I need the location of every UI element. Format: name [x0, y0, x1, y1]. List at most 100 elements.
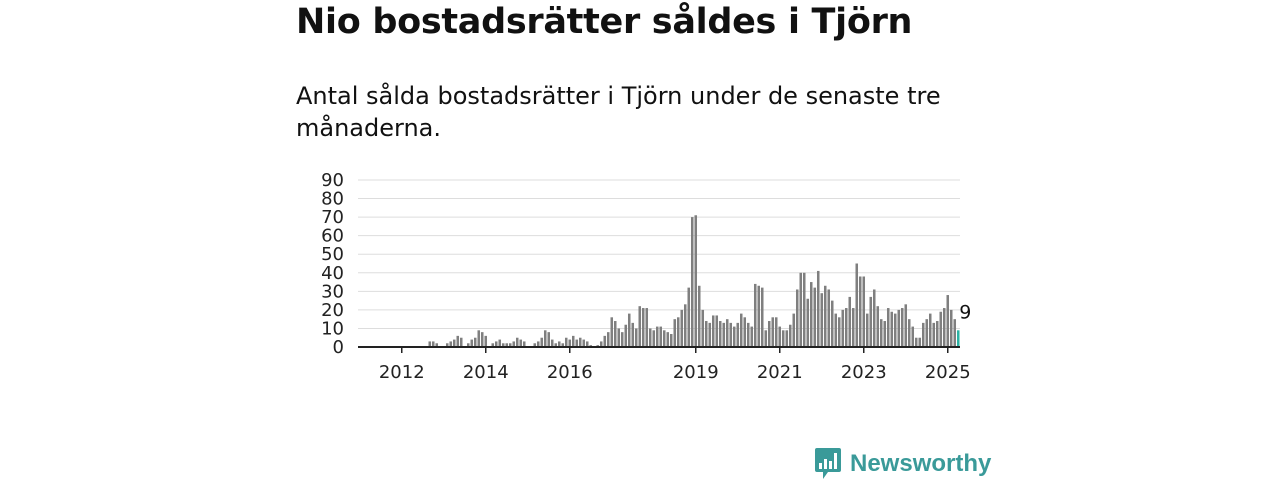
bar [823, 285, 827, 347]
bar [921, 322, 925, 347]
bar [452, 339, 456, 347]
bar [512, 341, 516, 347]
bar [785, 330, 789, 347]
bar [795, 289, 799, 347]
bar [610, 317, 614, 347]
bar [599, 341, 603, 347]
bar [750, 326, 754, 347]
bar [918, 337, 922, 347]
bar [848, 296, 852, 347]
bar [645, 308, 649, 347]
bar [494, 341, 498, 347]
latest-value-label: 9 [959, 301, 971, 323]
bar [876, 306, 880, 347]
bar [655, 326, 659, 347]
bar [550, 339, 554, 347]
bar [561, 343, 565, 347]
bar [634, 328, 638, 347]
bar [729, 322, 733, 347]
bar [498, 339, 502, 347]
chart-card: Nio bostadsrätter såldes i Tjörn Antal s… [296, 0, 991, 480]
page-subtitle: Antal sålda bostadsrätter i Tjörn under … [296, 82, 941, 142]
bar [617, 328, 621, 347]
bar [914, 337, 918, 347]
bar [893, 313, 897, 347]
bar [445, 343, 449, 347]
bar [935, 321, 939, 347]
bar [897, 309, 901, 347]
bar [676, 317, 680, 347]
bar [820, 293, 824, 347]
bar [942, 308, 946, 347]
bar [543, 330, 547, 347]
bar [774, 317, 778, 347]
bar [851, 308, 855, 347]
x-tick-label: 2023 [841, 362, 887, 383]
bar [718, 321, 722, 347]
y-tick-label: 10 [321, 318, 344, 339]
bar [519, 339, 523, 347]
bar [844, 308, 848, 347]
bar [946, 295, 950, 347]
bar [620, 332, 624, 347]
bar [879, 319, 883, 347]
y-tick-label: 50 [321, 244, 344, 265]
grid-lines [358, 179, 960, 329]
bar [757, 285, 761, 347]
bar [715, 315, 719, 347]
bar [939, 311, 943, 347]
bar [925, 319, 929, 347]
bar [575, 339, 579, 347]
bar [813, 287, 817, 347]
bar [638, 306, 642, 347]
bar [932, 322, 936, 347]
bar [736, 322, 740, 347]
bar [505, 343, 509, 347]
bar [533, 343, 537, 347]
bar [582, 339, 586, 347]
page-title: Nio bostadsrätter såldes i Tjörn [296, 2, 913, 42]
bar [771, 317, 775, 347]
bar [466, 343, 470, 347]
bar [540, 337, 544, 347]
brand-logo[interactable]: Newsworthy [814, 446, 991, 482]
bar [739, 313, 743, 347]
bar [459, 337, 463, 347]
bar [557, 341, 561, 347]
bar [883, 321, 887, 347]
bar [648, 328, 652, 347]
bar-latest [956, 330, 960, 347]
bar [708, 322, 712, 347]
bar [603, 335, 607, 347]
bar [536, 341, 540, 347]
bar [778, 326, 782, 347]
bar [477, 330, 481, 347]
bar [837, 317, 841, 347]
bar [711, 315, 715, 347]
bar [585, 341, 589, 347]
bar [830, 300, 834, 347]
bar [701, 309, 705, 347]
bar [652, 330, 656, 347]
bar [858, 276, 862, 347]
bar [491, 343, 495, 347]
y-tick-label: 60 [321, 226, 344, 247]
bar [900, 308, 904, 347]
bar [953, 319, 957, 347]
bar [872, 289, 876, 347]
bar [799, 272, 803, 347]
bar [687, 287, 691, 347]
bar [564, 337, 568, 347]
bars [428, 215, 960, 347]
bar [781, 330, 785, 347]
newsworthy-logo-icon [815, 448, 841, 479]
bar [480, 332, 484, 347]
bar [753, 283, 757, 347]
bar [694, 215, 698, 347]
y-tick-label: 90 [321, 170, 344, 191]
bar [683, 304, 687, 347]
bar [907, 319, 911, 347]
x-tick-label: 2016 [547, 362, 593, 383]
bar [666, 332, 670, 347]
